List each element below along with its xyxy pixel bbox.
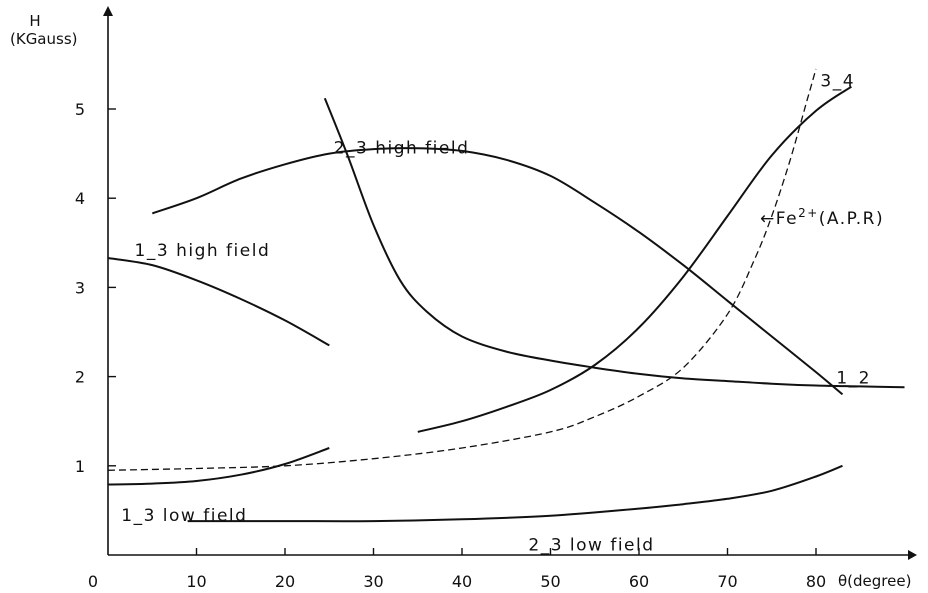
curve-3-4 [417,85,852,433]
fe-apr-label-suffix: (A.P.R) [819,209,884,229]
fe-apr-label: ←Fe2+(A.P.R) [760,206,884,229]
y-tick-label: 2 [75,368,85,387]
curves [107,68,905,523]
x-tick-label: 40 [452,572,472,591]
y-tick-label: 1 [75,457,85,476]
curve-fe2-a-p-r [107,68,817,471]
curve-label: 1_3 high field [135,241,271,261]
x-tick-label: 0 [88,572,98,591]
curve-label: 1_3 low field [121,506,247,526]
curve-1-3-low-field [107,447,330,486]
y-tick-label: 3 [75,278,85,297]
curve-1-3-high-field [107,257,330,347]
x-tick-label: 50 [540,572,560,591]
y-tick-label: 5 [75,100,85,119]
curve-1-2 [323,97,905,389]
x-axis-arrow [908,550,917,560]
y-tick-label: 4 [75,189,85,208]
x-tick-label: 30 [363,572,383,591]
fe-apr-label-prefix: ←Fe [760,209,798,229]
fe-apr-label-superscript: 2+ [798,206,819,220]
x-tick-label: 10 [186,572,206,591]
curve-2-3-high-field [151,147,844,396]
x-tick-label: 60 [629,572,649,591]
x-tick-label: 20 [275,572,295,591]
curve-label: 2_3 high field [334,139,470,159]
y-ticks: 1 2 3 4 5 [75,100,116,476]
x-axis-title: θ(degree) [838,572,911,590]
curve-label: 3_4 [820,72,855,92]
curve-label: 1_2 [836,369,871,389]
x-ticks: 0 10 20 30 40 50 60 70 80 [88,548,826,591]
y-axis-arrow [103,6,113,16]
y-axis-title: H [29,12,40,30]
x-tick-label: 70 [717,572,737,591]
curve-label: 2_3 low field [528,536,654,556]
curve-labels: 2_3 high field 1_3 high field 1_2 3_4 1_3 lo… [121,72,871,556]
curve-2-3-low-field [187,464,843,523]
y-axis-unit: (KGauss) [10,30,78,48]
x-tick-label: 80 [806,572,826,591]
